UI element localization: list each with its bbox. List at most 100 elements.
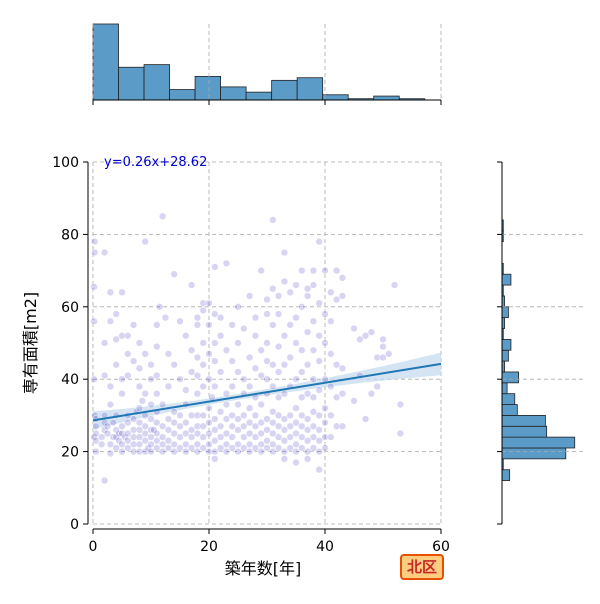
scatter-point	[367, 390, 376, 398]
scatter-point	[100, 476, 109, 485]
scatter-point	[199, 306, 207, 315]
scatter-point	[100, 371, 109, 380]
scatter-point	[170, 418, 178, 427]
scatter-point	[164, 350, 173, 358]
scatter-point	[309, 444, 318, 452]
scatter-point	[298, 266, 306, 275]
scatter-point	[187, 433, 196, 441]
scatter-point	[158, 212, 167, 220]
scatter-point	[112, 310, 120, 318]
x-tick-label: 60	[432, 539, 450, 555]
scatter-point	[216, 433, 225, 441]
scatter-point	[124, 429, 132, 438]
scatter-point	[234, 339, 242, 347]
scatter-point	[298, 433, 306, 441]
scatter-point	[269, 361, 277, 369]
scatter-point	[150, 426, 158, 434]
y-hist-bar	[501, 425, 548, 438]
scatter-point	[170, 270, 178, 278]
scatter-point	[193, 447, 202, 456]
scatter-point	[121, 433, 129, 441]
scatter-point	[216, 368, 225, 376]
x-hist-bar	[245, 91, 273, 101]
scatter-point	[135, 447, 144, 456]
scatter-point	[199, 299, 207, 307]
scatter-point	[269, 285, 277, 293]
scatter-point	[205, 440, 213, 449]
scatter-point	[211, 455, 219, 463]
scatter-point	[338, 364, 347, 372]
scatter-point	[100, 339, 109, 347]
scatter-point	[251, 444, 260, 452]
scatter-point	[176, 444, 184, 452]
scatter-point	[103, 429, 112, 438]
scatter-point	[257, 429, 265, 438]
scatter-point	[211, 437, 219, 445]
scatter-point	[106, 288, 115, 296]
scatter-point	[106, 382, 115, 391]
scatter-point	[280, 332, 289, 340]
scatter-point	[234, 415, 242, 423]
scatter-point	[161, 314, 170, 322]
scatter-point	[292, 458, 300, 467]
scatter-point	[135, 382, 144, 391]
scatter-point	[103, 422, 112, 430]
scatter-point	[187, 346, 196, 354]
scatter-point	[263, 415, 271, 423]
marginal-y-histogram	[497, 161, 584, 525]
scatter-point	[211, 382, 219, 391]
scatter-point	[274, 444, 283, 452]
scatter-point	[158, 433, 167, 441]
x-tick-label: 0	[89, 539, 98, 555]
scatter-point	[298, 444, 306, 452]
scatter-point	[315, 332, 323, 340]
x-hist-bar	[271, 79, 298, 101]
scatter-point	[153, 321, 161, 329]
x-axis-label: 築年数[年]	[225, 559, 302, 578]
scatter-point	[379, 342, 387, 351]
scatter-point	[309, 422, 318, 430]
scatter-point	[222, 346, 231, 354]
scatter-point	[129, 433, 138, 441]
scatter-point	[118, 288, 126, 296]
scatter-point	[100, 426, 109, 434]
y-hist-bar	[501, 382, 508, 395]
scatter-point	[144, 444, 152, 452]
scatter-point	[274, 393, 283, 401]
scatter-point	[124, 350, 132, 358]
scatter-point	[208, 393, 216, 401]
scatter-point	[170, 361, 178, 369]
scatter-point	[205, 350, 213, 358]
scatter-point	[286, 321, 294, 329]
scatter-point	[129, 447, 138, 456]
scatter-point	[321, 339, 329, 347]
scatter-point	[205, 299, 213, 307]
scatter-point	[315, 237, 323, 246]
scatter-point	[135, 364, 144, 372]
x-hist-bar	[143, 64, 170, 101]
scatter-point	[245, 353, 254, 362]
scatter-point	[321, 418, 329, 427]
scatter-point	[327, 350, 335, 358]
scatter-point	[193, 422, 202, 430]
scatter-point	[309, 346, 318, 354]
scatter-point	[153, 437, 161, 445]
scatter-point	[280, 426, 289, 434]
scatter-point	[274, 342, 283, 351]
scatter-point	[245, 429, 254, 438]
scatter-point	[135, 339, 144, 347]
scatter-point	[205, 418, 213, 427]
scatter-point	[240, 324, 248, 333]
y-hist-bar	[501, 447, 567, 460]
scatter-point	[153, 429, 161, 438]
y-tick-label: 60	[61, 300, 79, 316]
scatter-point	[356, 335, 364, 344]
scatter-point	[280, 277, 289, 286]
y-hist-bar	[501, 349, 509, 362]
scatter-point	[147, 361, 155, 369]
y-tick-label: 20	[61, 445, 79, 461]
scatter-point	[118, 440, 126, 449]
scatter-point	[257, 371, 265, 380]
scatter-point	[234, 447, 242, 456]
